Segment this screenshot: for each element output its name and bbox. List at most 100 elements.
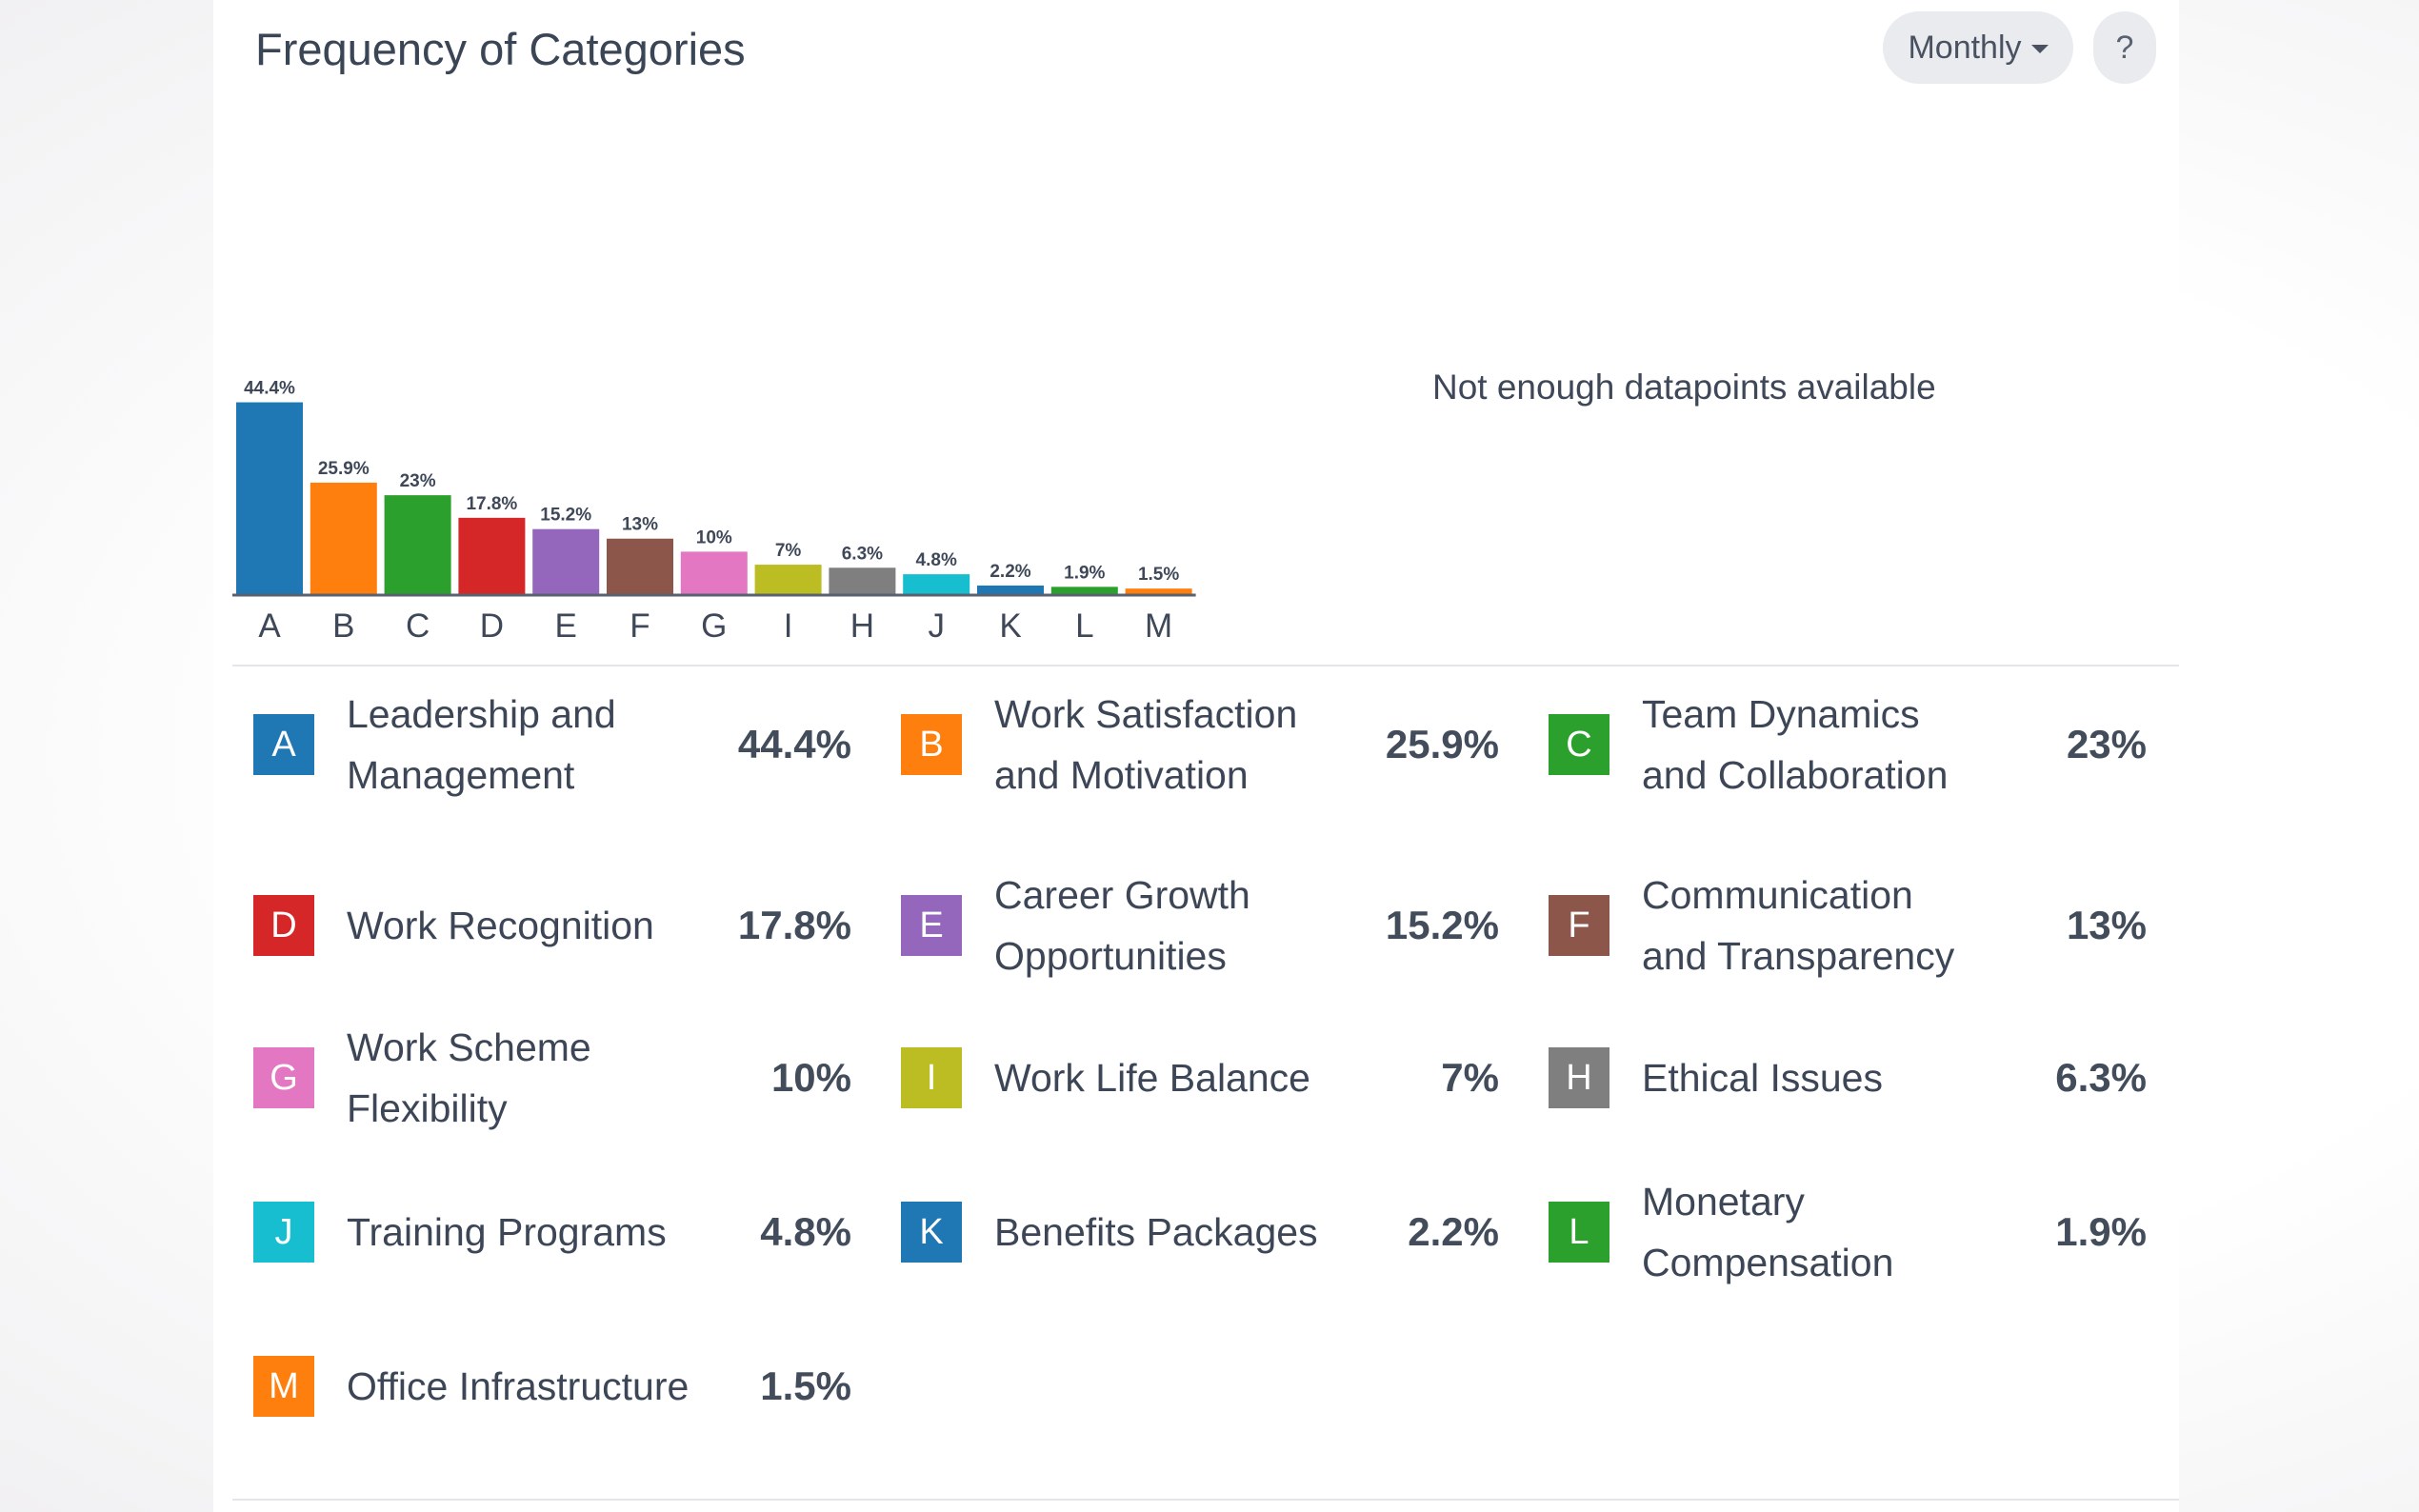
card-title: Frequency of Categories <box>255 24 746 74</box>
category-bar-chart: 44.4% A 25.9% B 23% C 17.8% D 15.2% E 13% F 10% G 7% I 6… <box>232 379 1196 645</box>
bar-value-label: 1.9% <box>1064 563 1105 583</box>
category-percentage: 23% <box>2066 722 2147 766</box>
bar-value-label: 2.2% <box>990 562 1030 582</box>
category-letter-badge: K <box>901 1202 962 1263</box>
legend-item[interactable]: G Work Scheme Flexibility 10% <box>232 1002 851 1154</box>
x-tick-label: F <box>630 607 650 645</box>
bar-D[interactable] <box>458 517 526 595</box>
category-percentage: 6.3% <box>2055 1055 2147 1100</box>
category-letter-badge: J <box>253 1202 314 1263</box>
category-percentage: 2.2% <box>1408 1209 1499 1254</box>
category-percentage: 1.9% <box>2055 1209 2147 1254</box>
chart-divider <box>232 665 2179 666</box>
caret-down-icon <box>2030 44 2049 53</box>
bar-value-label: 6.3% <box>842 544 883 564</box>
legend-item[interactable]: B Work Satisfaction and Motivation 25.9% <box>880 668 1499 821</box>
category-letter-badge: A <box>253 714 314 775</box>
x-tick-label: L <box>1075 607 1093 645</box>
bar-value-label: 17.8% <box>466 494 517 514</box>
bar-C[interactable] <box>384 495 451 595</box>
bar-G[interactable] <box>680 551 748 595</box>
bar-I[interactable] <box>754 565 822 595</box>
bar-value-label: 4.8% <box>916 550 957 570</box>
category-percentage: 17.8% <box>737 903 851 947</box>
legend-item[interactable]: C Team Dynamics and Collaboration 23% <box>1528 668 2147 821</box>
bar-value-label: 13% <box>622 515 658 535</box>
legend-item[interactable]: I Work Life Balance 7% <box>880 1002 1499 1154</box>
bar-H[interactable] <box>829 567 896 595</box>
x-tick-label: A <box>258 607 281 645</box>
category-name: Office Infrastructure <box>347 1364 690 1408</box>
category-name: Monetary Compensation <box>1642 1180 1894 1284</box>
x-tick-label: D <box>480 607 504 645</box>
x-tick-label: G <box>701 607 727 645</box>
bar-E[interactable] <box>532 528 600 595</box>
legend-item[interactable]: A Leadership and Management 44.4% <box>232 668 851 821</box>
category-percentage: 44.4% <box>737 722 851 766</box>
no-data-message: Not enough datapoints available <box>1432 368 1936 407</box>
help-button-label: ? <box>2115 29 2134 66</box>
category-name: Ethical Issues <box>1642 1056 1883 1100</box>
category-name: Career Growth Opportunities <box>994 873 1250 978</box>
bar-value-label: 7% <box>775 541 802 561</box>
category-letter-badge: E <box>901 895 962 956</box>
legend-item[interactable]: L Monetary Compensation 1.9% <box>1528 1156 2147 1308</box>
period-dropdown[interactable]: Monthly <box>1883 11 2073 84</box>
bar-A[interactable] <box>236 402 303 595</box>
category-letter-badge: G <box>253 1047 314 1108</box>
bar-value-label: 23% <box>400 471 436 491</box>
bar-J[interactable] <box>903 574 970 595</box>
category-letter-badge: D <box>253 895 314 956</box>
x-tick-label: M <box>1145 607 1172 645</box>
bar-L[interactable] <box>1050 587 1118 595</box>
legend-item[interactable]: H Ethical Issues 6.3% <box>1528 1002 2147 1154</box>
category-letter-badge: B <box>901 714 962 775</box>
category-name: Work Satisfaction and Motivation <box>994 692 1298 797</box>
x-tick-label: I <box>784 607 793 645</box>
bar-value-label: 44.4% <box>244 379 295 399</box>
category-letter-badge: H <box>1549 1047 1609 1108</box>
bar-M[interactable] <box>1125 588 1192 595</box>
category-letter-badge: L <box>1549 1202 1609 1263</box>
bar-value-label: 1.5% <box>1138 565 1179 585</box>
category-percentage: 10% <box>770 1055 851 1100</box>
category-name: Work Scheme Flexibility <box>347 1025 591 1130</box>
category-percentage: 4.8% <box>760 1209 851 1254</box>
bar-K[interactable] <box>977 585 1044 595</box>
category-name: Leadership and Management <box>347 692 616 797</box>
category-letter-badge: F <box>1549 895 1609 956</box>
x-tick-label: J <box>928 607 945 645</box>
bar-value-label: 10% <box>696 527 732 547</box>
category-name: Training Programs <box>347 1210 667 1254</box>
frequency-card: Frequency of Categories Monthly ? 44.4% A… <box>213 0 2179 1512</box>
bar-F[interactable] <box>607 538 673 595</box>
x-tick-label: E <box>555 607 577 645</box>
category-name: Communication and Transparency <box>1642 873 1955 978</box>
bar-value-label: 15.2% <box>540 506 591 526</box>
legend-item[interactable]: D Work Recognition 17.8% <box>232 849 851 1002</box>
category-name: Work Recognition <box>347 904 654 947</box>
legend-bottom-divider <box>232 1499 2179 1501</box>
help-button[interactable]: ? <box>2093 11 2156 84</box>
legend-item[interactable]: M Office Infrastructure 1.5% <box>232 1310 851 1462</box>
legend-item[interactable]: J Training Programs 4.8% <box>232 1156 851 1308</box>
category-name: Work Life Balance <box>994 1056 1310 1100</box>
x-tick-label: K <box>999 607 1021 645</box>
category-percentage: 25.9% <box>1385 722 1499 766</box>
legend-item[interactable]: K Benefits Packages 2.2% <box>880 1156 1499 1308</box>
category-letter-badge: I <box>901 1047 962 1108</box>
category-letter-badge: M <box>253 1356 314 1417</box>
x-tick-label: C <box>406 607 430 645</box>
bar-B[interactable] <box>310 482 377 595</box>
period-dropdown-label: Monthly <box>1908 29 2022 66</box>
bar-value-label: 25.9% <box>318 459 370 479</box>
category-percentage: 7% <box>1441 1055 1499 1100</box>
category-letter-badge: C <box>1549 714 1609 775</box>
category-percentage: 1.5% <box>760 1363 851 1408</box>
category-percentage: 13% <box>2066 903 2147 947</box>
x-tick-label: H <box>850 607 874 645</box>
legend-item[interactable]: F Communication and Transparency 13% <box>1528 849 2147 1002</box>
legend-item[interactable]: E Career Growth Opportunities 15.2% <box>880 849 1499 1002</box>
x-tick-label: B <box>332 607 354 645</box>
category-name: Benefits Packages <box>994 1210 1318 1254</box>
